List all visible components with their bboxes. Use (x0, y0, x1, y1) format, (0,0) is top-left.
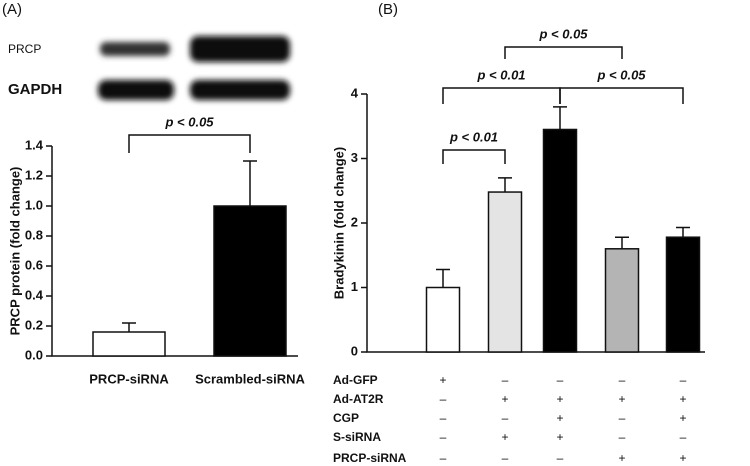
error-bar (676, 226, 690, 238)
treatment-sign: – (502, 411, 509, 425)
error-bar (243, 160, 257, 206)
error-bar (122, 322, 136, 332)
western-blot (98, 36, 290, 100)
significance-label: p < 0.01 (449, 129, 498, 144)
significance-label: p < 0.05 (596, 67, 646, 82)
treatment-sign: + (618, 392, 625, 406)
significance-label: p < 0.05 (538, 26, 588, 41)
y-tick-label: 4 (351, 85, 359, 100)
treatment-sign: – (440, 392, 447, 406)
treatment-sign: + (439, 373, 446, 387)
treatment-sign: + (618, 451, 625, 465)
y-tick-label: 0.6 (25, 257, 43, 272)
treatment-sign: – (557, 373, 564, 387)
y-tick-label: 0.0 (25, 347, 43, 362)
bar (213, 205, 287, 357)
panel-label: (A) (2, 1, 22, 18)
treatment-sign: + (501, 430, 508, 444)
y-tick-label: 0.2 (25, 317, 43, 332)
blot-band (190, 36, 290, 62)
treatment-label: Ad-GFP (333, 373, 378, 387)
treatment-sign: – (680, 373, 687, 387)
y-axis-title: Bradykinin (fold change) (331, 147, 346, 299)
error-bar (615, 236, 629, 249)
treatment-sign: – (619, 373, 626, 387)
treatment-sign: + (679, 392, 686, 406)
treatment-sign: – (619, 411, 626, 425)
y-tick-label: 1.4 (25, 137, 44, 152)
x-tick-label: PRCP-siRNA (89, 371, 169, 386)
y-tick-label: 0 (351, 343, 358, 358)
bar (604, 248, 640, 353)
y-tick-label: 2 (351, 214, 358, 229)
significance-bracket (442, 87, 561, 104)
treatment-sign: – (680, 430, 687, 444)
blot-label: GAPDH (8, 81, 62, 98)
treatment-label: S-siRNA (333, 430, 381, 444)
blot-band (190, 80, 290, 100)
y-tick-label: 1.0 (25, 197, 43, 212)
treatment-label: PRCP-siRNA (333, 451, 407, 465)
blot-label: PRCP (8, 42, 41, 56)
x-tick-label: Scrambled-siRNA (195, 371, 305, 386)
treatment-sign: – (557, 451, 564, 465)
treatment-sign: + (556, 411, 563, 425)
treatment-sign: – (440, 430, 447, 444)
treatment-sign: – (502, 451, 509, 465)
bar (425, 286, 461, 353)
error-bar (436, 268, 450, 288)
treatment-label: CGP (333, 411, 359, 425)
treatment-sign: – (440, 451, 447, 465)
treatment-sign: – (440, 411, 447, 425)
treatment-sign: + (556, 430, 563, 444)
bar (487, 191, 523, 353)
treatment-label: Ad-AT2R (333, 392, 384, 406)
treatment-sign: + (556, 392, 563, 406)
significance-label: p < 0.01 (476, 67, 525, 82)
y-tick-label: 0.4 (25, 287, 44, 302)
bar (92, 331, 166, 357)
significance-bracket (442, 149, 506, 164)
axis-line (366, 94, 705, 353)
treatment-sign: + (679, 411, 686, 425)
y-tick-label: 1.2 (25, 167, 43, 182)
significance-bracket (559, 87, 684, 104)
treatment-sign: – (619, 430, 626, 444)
y-tick-label: 1 (351, 279, 358, 294)
treatment-sign: + (679, 451, 686, 465)
blot-band (98, 80, 174, 100)
y-tick-label: 3 (351, 150, 358, 165)
error-bar (498, 177, 512, 193)
treatment-sign: – (502, 373, 509, 387)
treatment-sign: + (501, 392, 508, 406)
blot-band (100, 42, 170, 56)
bar (542, 128, 578, 353)
significance-bracket (128, 134, 251, 153)
y-axis-title: PRCP protein (fold change) (7, 167, 22, 336)
y-tick-label: 0.8 (25, 227, 43, 242)
panel-label: (B) (378, 1, 398, 18)
significance-label: p < 0.05 (164, 114, 214, 129)
significance-bracket (504, 46, 623, 59)
bar (665, 236, 701, 353)
error-bar (553, 106, 567, 130)
